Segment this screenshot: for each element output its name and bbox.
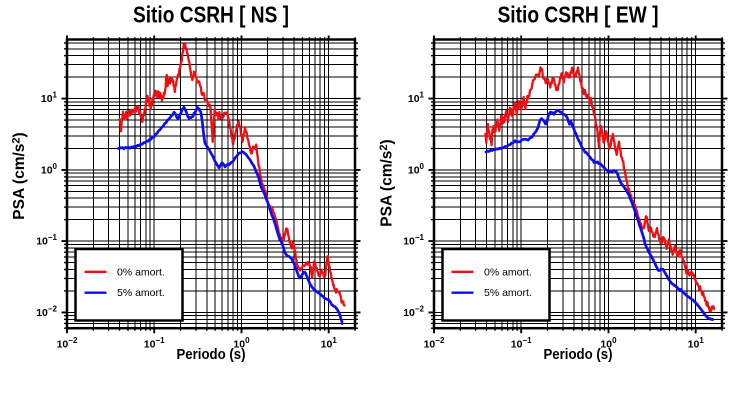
svg-text:10−2: 10−2 [403, 305, 424, 320]
svg-text:Sitio CSRH [ NS ]: Sitio CSRH [ NS ] [133, 1, 289, 27]
svg-text:100: 100 [233, 336, 250, 351]
svg-text:101: 101 [688, 336, 705, 351]
svg-text:10−1: 10−1 [511, 336, 532, 351]
svg-text:0% amort.: 0% amort. [117, 266, 165, 278]
svg-text:101: 101 [321, 336, 338, 351]
svg-text:100: 100 [600, 336, 617, 351]
svg-text:0% amort.: 0% amort. [484, 266, 532, 278]
svg-text:Sitio CSRH [ EW ]: Sitio CSRH [ EW ] [498, 1, 659, 27]
svg-text:5% amort.: 5% amort. [484, 287, 532, 299]
svg-text:PSA (cm/s2): PSA (cm/s2) [11, 132, 29, 219]
svg-text:10−1: 10−1 [36, 233, 57, 248]
svg-text:10−1: 10−1 [403, 233, 424, 248]
svg-text:101: 101 [41, 91, 58, 106]
svg-text:10−1: 10−1 [144, 336, 165, 351]
svg-text:10−2: 10−2 [424, 336, 445, 351]
svg-text:100: 100 [408, 162, 425, 177]
svg-text:101: 101 [408, 91, 425, 106]
svg-text:Periodo (s): Periodo (s) [177, 347, 246, 363]
svg-text:10−2: 10−2 [57, 336, 78, 351]
svg-text:10−2: 10−2 [36, 305, 57, 320]
svg-text:PSA (cm/s2): PSA (cm/s2) [378, 139, 396, 226]
svg-text:5% amort.: 5% amort. [117, 287, 165, 299]
svg-text:Periodo (s): Periodo (s) [544, 347, 613, 363]
svg-text:100: 100 [41, 162, 58, 177]
